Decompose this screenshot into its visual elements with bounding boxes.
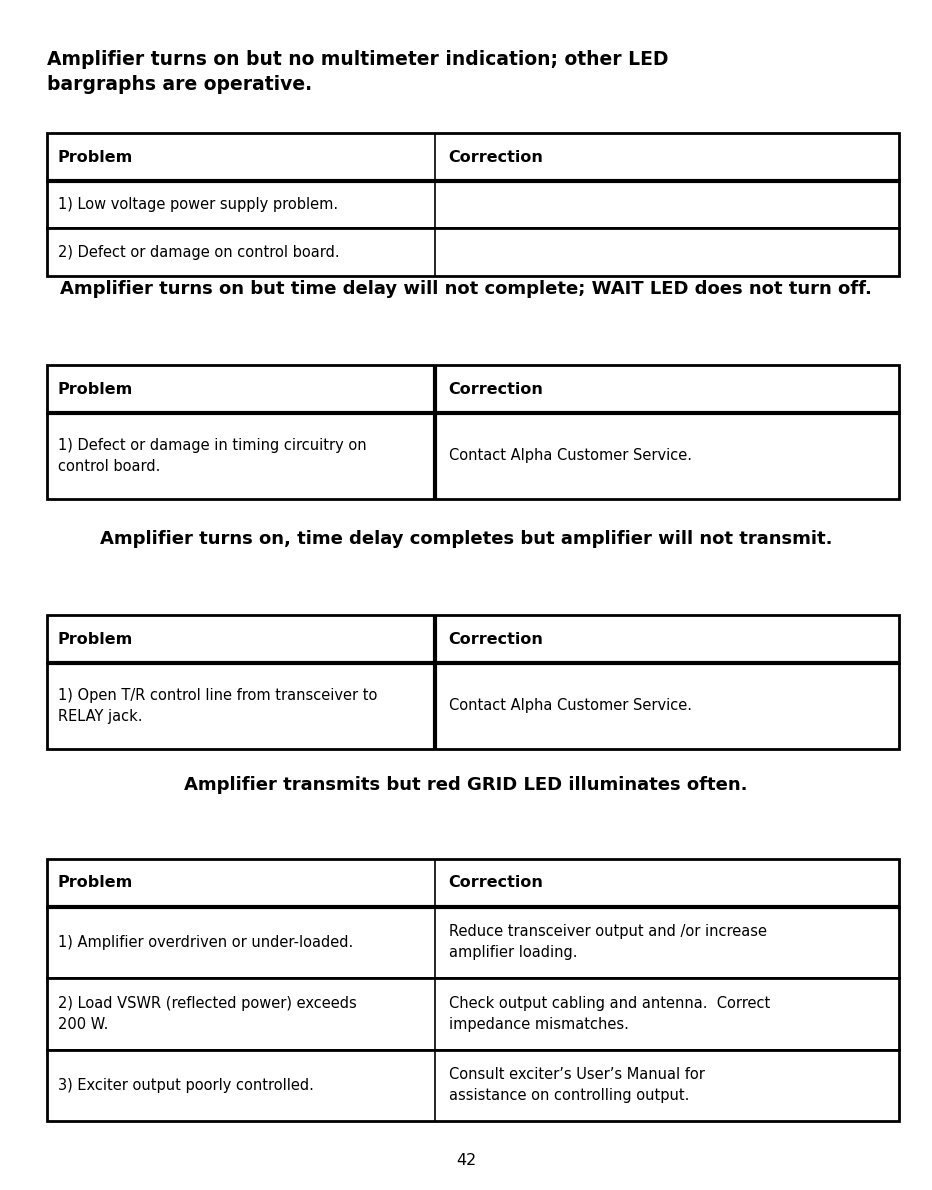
Bar — [47, 228, 899, 276]
Bar — [47, 181, 899, 228]
Text: Problem: Problem — [58, 150, 133, 164]
Bar — [47, 907, 899, 978]
Text: 42: 42 — [456, 1153, 476, 1167]
Text: Contact Alpha Customer Service.: Contact Alpha Customer Service. — [448, 449, 692, 463]
Bar — [47, 1050, 899, 1121]
Text: 1) Defect or damage in timing circuitry on
control board.: 1) Defect or damage in timing circuitry … — [58, 438, 366, 474]
Text: 1) Open T/R control line from transceiver to
RELAY jack.: 1) Open T/R control line from transceive… — [58, 688, 377, 724]
Text: Correction: Correction — [448, 876, 543, 890]
Text: 3) Exciter output poorly controlled.: 3) Exciter output poorly controlled. — [58, 1078, 314, 1092]
Bar — [47, 615, 899, 663]
Text: Amplifier turns on but no multimeter indication; other LED
bargraphs are operati: Amplifier turns on but no multimeter ind… — [47, 50, 668, 94]
Text: Amplifier turns on but time delay will not complete; WAIT LED does not turn off.: Amplifier turns on but time delay will n… — [60, 280, 872, 298]
Bar — [47, 365, 899, 413]
Bar — [47, 978, 899, 1050]
Text: Problem: Problem — [58, 876, 133, 890]
Text: 2) Load VSWR (reflected power) exceeds
200 W.: 2) Load VSWR (reflected power) exceeds 2… — [58, 996, 357, 1032]
Bar — [47, 859, 899, 907]
Text: Check output cabling and antenna.  Correct
impedance mismatches.: Check output cabling and antenna. Correc… — [448, 996, 770, 1032]
Text: Amplifier transmits but red GRID LED illuminates often.: Amplifier transmits but red GRID LED ill… — [185, 776, 747, 794]
Text: Problem: Problem — [58, 632, 133, 646]
Text: Correction: Correction — [448, 382, 543, 396]
Text: Problem: Problem — [58, 382, 133, 396]
Text: Correction: Correction — [448, 632, 543, 646]
Text: Contact Alpha Customer Service.: Contact Alpha Customer Service. — [448, 699, 692, 713]
Text: 2) Defect or damage on control board.: 2) Defect or damage on control board. — [58, 245, 339, 259]
Text: Correction: Correction — [448, 150, 543, 164]
Text: Amplifier turns on, time delay completes but amplifier will not transmit.: Amplifier turns on, time delay completes… — [100, 530, 832, 547]
Text: 1) Low voltage power supply problem.: 1) Low voltage power supply problem. — [58, 198, 338, 212]
Text: Reduce transceiver output and /or increase
amplifier loading.: Reduce transceiver output and /or increa… — [448, 925, 767, 960]
Bar — [47, 133, 899, 181]
Bar — [47, 663, 899, 749]
Text: Consult exciter’s User’s Manual for
assistance on controlling output.: Consult exciter’s User’s Manual for assi… — [448, 1067, 705, 1103]
Bar — [47, 413, 899, 499]
Text: 1) Amplifier overdriven or under-loaded.: 1) Amplifier overdriven or under-loaded. — [58, 935, 353, 950]
